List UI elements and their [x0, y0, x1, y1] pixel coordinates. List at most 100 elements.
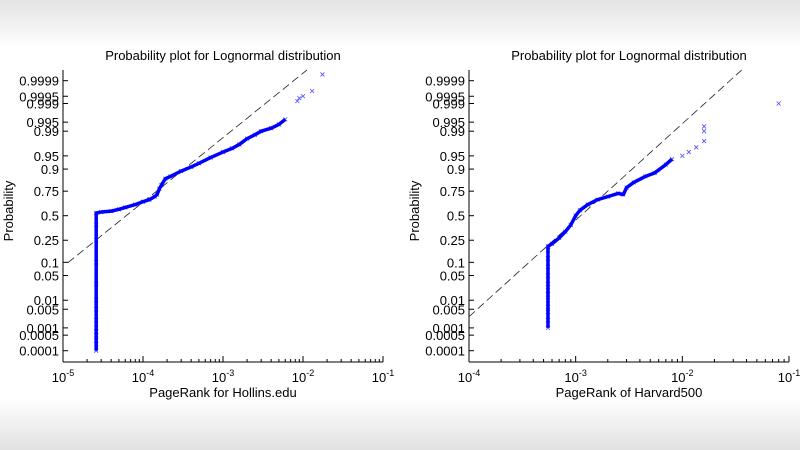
x-tick-label: 10-3	[212, 368, 234, 385]
data-point-marker	[108, 208, 114, 214]
x-tick-label: 10-4	[132, 368, 154, 385]
y-tick-label: 0.5	[447, 209, 465, 224]
y-tick-label: 0.1	[41, 255, 59, 270]
data-point-marker	[93, 329, 99, 334]
data-point-marker	[297, 95, 302, 101]
data-point-marker	[663, 162, 669, 167]
data-point-marker	[93, 317, 99, 323]
data-point-marker	[631, 180, 636, 185]
data-point-marker	[282, 117, 288, 122]
y-tick-label: 0.75	[34, 184, 59, 199]
y-tick-label: 0.1	[447, 255, 465, 270]
y-tick-label: 0.25	[440, 233, 465, 248]
data-point-marker	[545, 304, 551, 310]
data-point-marker	[545, 248, 551, 253]
data-point-marker	[545, 309, 551, 315]
data-point-marker	[573, 213, 578, 218]
data-point-marker	[258, 128, 264, 134]
y-tick-label: 0.05	[34, 269, 59, 284]
data-point-marker	[686, 149, 692, 155]
reference-line	[468, 69, 742, 318]
data-point-marker	[154, 192, 160, 197]
data-point-marker	[545, 325, 551, 331]
y-tick-label: 0.0001	[425, 344, 465, 359]
data-point-marker	[268, 125, 274, 131]
y-tick-label: 0.995	[26, 115, 59, 130]
y-tick-label: 0.9	[41, 162, 59, 177]
data-point-marker	[545, 297, 551, 303]
data-point-marker	[545, 317, 551, 323]
x-tick-base: 10	[292, 370, 306, 385]
data-point-marker	[132, 202, 138, 207]
data-point-marker	[229, 146, 235, 151]
x-tick-label: 10-2	[671, 368, 693, 385]
data-point-marker	[93, 281, 99, 287]
data-point-marker	[168, 174, 173, 179]
chart-title: Probability plot for Lognormal distribut…	[511, 48, 747, 63]
data-point-marker	[545, 281, 551, 287]
y-tick-label: 0.0005	[425, 328, 465, 343]
x-tick-exponent: -1	[792, 368, 800, 378]
data-point-marker	[545, 288, 551, 293]
data-point-marker	[669, 156, 675, 162]
x-tick-label: 10-3	[564, 368, 586, 385]
y-tick-label: 0.25	[34, 233, 59, 248]
reference-line	[67, 69, 308, 264]
y-tick-label: 0.9995	[425, 89, 465, 104]
data-point-marker	[93, 222, 99, 228]
data-point-marker	[563, 229, 568, 234]
data-point-marker	[295, 98, 300, 104]
x-tick-base: 10	[212, 370, 226, 385]
data-point-marker	[701, 124, 707, 129]
data-point-marker	[93, 260, 99, 265]
y-tick-label: 0.9995	[19, 89, 59, 104]
data-point-marker	[163, 176, 168, 182]
x-tick-base: 10	[372, 370, 386, 385]
x-tick-label: 10-2	[292, 368, 314, 385]
data-point-marker	[701, 138, 707, 144]
x-tick-label: 10-1	[372, 368, 394, 385]
data-point-marker	[122, 205, 128, 210]
x-tick-base: 10	[458, 370, 472, 385]
data-point-marker	[93, 297, 99, 303]
x-axis-label: PageRank of Harvard500	[556, 385, 703, 400]
y-tick-label: 0.75	[440, 184, 465, 199]
y-tick-label: 0.01	[34, 293, 59, 308]
y-tick-label: 0.05	[440, 269, 465, 284]
chart-title: Probability plot for Lognormal distribut…	[105, 48, 341, 63]
x-tick-base: 10	[671, 370, 685, 385]
x-tick-exponent: -3	[226, 368, 234, 378]
data-point-marker	[93, 306, 99, 312]
y-tick-label: 0.001	[432, 321, 465, 336]
data-point-marker	[556, 235, 562, 241]
data-point-marker	[237, 142, 242, 147]
x-tick-exponent: -2	[686, 368, 694, 378]
data-point-marker	[652, 170, 657, 176]
data-point-marker	[545, 273, 551, 278]
data-point-marker	[116, 207, 122, 212]
x-tick-label: 10-1	[778, 368, 800, 385]
x-tick-exponent: -3	[579, 368, 587, 378]
y-tick-label: 0.9	[447, 162, 465, 177]
data-point-marker	[545, 244, 551, 249]
data-point-marker	[159, 182, 164, 188]
data-point-marker	[595, 197, 600, 202]
x-tick-base: 10	[564, 370, 578, 385]
data-point-marker	[545, 264, 551, 270]
x-axis-label: PageRank for Hollins.edu	[149, 385, 296, 400]
data-point-marker	[615, 191, 621, 196]
y-tick-label: 0.999	[432, 97, 465, 112]
y-tick-label: 0.95	[440, 149, 465, 164]
data-point-marker	[93, 325, 99, 331]
data-point-marker	[568, 222, 574, 228]
data-point-marker	[549, 241, 555, 247]
data-point-marker	[621, 192, 626, 197]
data-series-line	[546, 157, 674, 328]
data-point-marker	[701, 128, 707, 134]
data-point-marker	[208, 155, 213, 160]
data-point-marker	[577, 207, 583, 213]
y-tick-label: 0.99	[34, 124, 59, 139]
data-point-marker	[776, 101, 781, 106]
y-tick-label: 0.01	[440, 293, 465, 308]
